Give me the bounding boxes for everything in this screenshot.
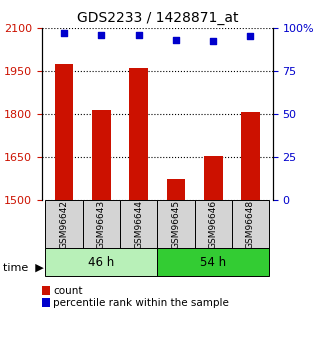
Text: time  ▶: time ▶	[3, 263, 44, 272]
Point	[136, 32, 141, 37]
Bar	[55, 63, 74, 200]
Text: GSM96646: GSM96646	[209, 200, 218, 249]
Bar	[129, 68, 148, 200]
FancyBboxPatch shape	[157, 200, 195, 248]
Point	[62, 30, 67, 36]
FancyBboxPatch shape	[83, 200, 120, 248]
Text: GSM96648: GSM96648	[246, 200, 255, 249]
Text: count: count	[53, 286, 82, 296]
Text: GSM96645: GSM96645	[171, 200, 180, 249]
Text: GSM96642: GSM96642	[60, 200, 69, 249]
Text: 46 h: 46 h	[88, 256, 115, 269]
FancyBboxPatch shape	[195, 200, 232, 248]
Text: percentile rank within the sample: percentile rank within the sample	[53, 298, 229, 308]
Text: GSM96643: GSM96643	[97, 200, 106, 249]
Point	[211, 39, 216, 44]
Text: GSM96644: GSM96644	[134, 200, 143, 249]
Bar	[167, 178, 185, 200]
FancyBboxPatch shape	[46, 248, 157, 276]
FancyBboxPatch shape	[120, 200, 157, 248]
Text: 54 h: 54 h	[200, 256, 226, 269]
Bar	[204, 156, 222, 200]
FancyBboxPatch shape	[157, 248, 269, 276]
Bar	[241, 111, 260, 200]
FancyBboxPatch shape	[46, 200, 83, 248]
Title: GDS2233 / 1428871_at: GDS2233 / 1428871_at	[76, 11, 238, 25]
Point	[248, 33, 253, 39]
Point	[99, 32, 104, 37]
FancyBboxPatch shape	[232, 200, 269, 248]
Point	[173, 37, 178, 42]
Bar	[92, 109, 111, 200]
